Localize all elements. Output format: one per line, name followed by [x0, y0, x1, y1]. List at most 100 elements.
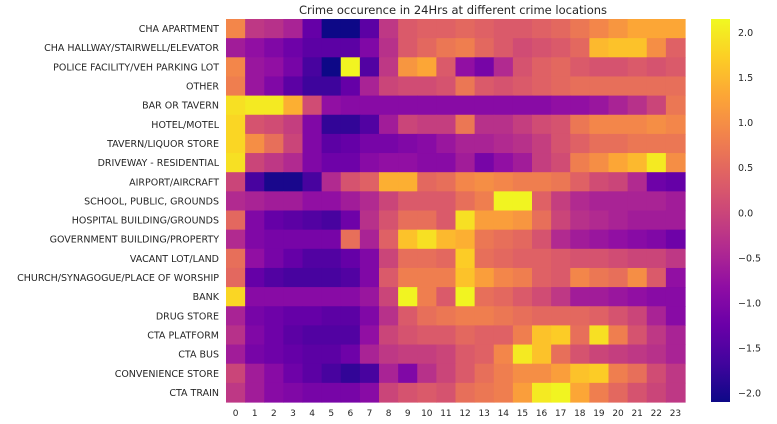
heatmap-cell — [455, 287, 476, 307]
heatmap-cell — [379, 325, 399, 346]
heatmap-cell — [321, 133, 342, 154]
heatmap-cell — [226, 325, 246, 346]
colorbar-tick-label: 0.0 — [738, 208, 753, 219]
heatmap-cell — [379, 114, 399, 135]
heatmap-cell — [245, 229, 265, 250]
heatmap-cell — [589, 325, 610, 346]
x-tick-label: 6 — [347, 409, 353, 419]
heatmap-cell — [493, 229, 514, 250]
chart-title: Crime occurence in 24Hrs at different cr… — [299, 3, 607, 17]
heatmap-cell — [264, 38, 284, 58]
heatmap-cell — [398, 248, 418, 269]
heatmap-cell — [532, 229, 552, 250]
heatmap-cell — [359, 19, 380, 39]
heatmap-cell — [417, 363, 437, 384]
heatmap-cell — [589, 76, 610, 97]
heatmap-cell — [608, 382, 629, 403]
heatmap-cell — [512, 344, 533, 365]
heatmap-cell — [417, 267, 437, 288]
heatmap-cell — [551, 57, 571, 78]
heatmap-cell — [226, 133, 246, 154]
y-tick-label: CHA APARTMENT — [139, 24, 219, 35]
heatmap-cell — [245, 191, 265, 212]
heatmap-cell — [379, 267, 399, 288]
heatmap-cell — [264, 19, 284, 39]
heatmap-cell — [608, 114, 629, 135]
heatmap-cell — [646, 38, 667, 58]
heatmap-cell — [608, 76, 629, 97]
heatmap-cell — [283, 363, 304, 384]
heatmap-cell — [512, 38, 533, 58]
heatmap-cell — [455, 306, 476, 326]
heatmap-cell — [646, 363, 667, 384]
heatmap-cell — [532, 344, 552, 365]
heatmap-cell — [589, 57, 610, 78]
heatmap-cell — [226, 19, 246, 39]
heatmap-cell — [646, 229, 667, 250]
heatmap-cell — [226, 287, 246, 307]
heatmap-cell — [608, 287, 629, 307]
x-tick-label: 4 — [309, 409, 315, 419]
heatmap-cell — [340, 57, 361, 78]
heatmap-cell — [226, 267, 246, 288]
heatmap-cell — [665, 95, 686, 116]
heatmap-cell — [474, 153, 495, 173]
heatmap-cell — [627, 95, 648, 116]
heatmap-cell — [264, 344, 284, 365]
heatmap-cell — [493, 267, 514, 288]
heatmap-cell — [608, 19, 629, 39]
heatmap-cell — [417, 76, 437, 97]
heatmap-cell — [321, 114, 342, 135]
heatmap-cell — [436, 229, 457, 250]
heatmap-cell — [589, 363, 610, 384]
heatmap-cell — [532, 76, 552, 97]
heatmap-cell — [474, 248, 495, 269]
heatmap-cell — [551, 95, 571, 116]
x-tick-label: 7 — [367, 409, 373, 419]
heatmap-cell — [264, 191, 284, 212]
heatmap-cell — [646, 325, 667, 346]
heatmap-cell — [512, 229, 533, 250]
heatmap-cell — [417, 306, 437, 326]
x-tick-label: 8 — [386, 409, 392, 419]
heatmap-cell — [302, 248, 323, 269]
heatmap-cell — [226, 248, 246, 269]
heatmap-cell — [665, 210, 686, 231]
heatmap-cell — [302, 191, 323, 212]
heatmap-cell — [455, 248, 476, 269]
heatmap-cell — [627, 229, 648, 250]
heatmap-cell — [321, 382, 342, 403]
x-tick-label: 21 — [631, 409, 642, 419]
heatmap-cell — [455, 172, 476, 192]
heatmap-cell — [608, 363, 629, 384]
heatmap-cell — [455, 363, 476, 384]
heatmap-cell — [436, 267, 457, 288]
heatmap-cell — [532, 267, 552, 288]
heatmap-cell — [398, 287, 418, 307]
heatmap-cell — [264, 57, 284, 78]
heatmap-cell — [532, 382, 552, 403]
heatmap-cell — [340, 153, 361, 173]
heatmap-cell — [340, 76, 361, 97]
heatmap-cell — [627, 133, 648, 154]
heatmap-cell — [340, 382, 361, 403]
heatmap-cell — [532, 325, 552, 346]
colorbar: 2.0 1.5 1.0 0.5 0.0 −0.5 −1.0 −1.5 −2.0 — [711, 19, 761, 402]
heatmap-cell — [532, 248, 552, 269]
heatmap-cell — [512, 248, 533, 269]
heatmap-cell — [665, 19, 686, 39]
heatmap-cell — [532, 306, 552, 326]
heatmap-cell — [646, 344, 667, 365]
y-tick-label: GOVERNMENT BUILDING/PROPERTY — [50, 235, 220, 246]
heatmap-cell — [474, 287, 495, 307]
heatmap-cell — [493, 344, 514, 365]
heatmap-cell — [417, 191, 437, 212]
heatmap-cell — [226, 344, 246, 365]
heatmap-cell — [570, 306, 590, 326]
heatmap-cell — [379, 153, 399, 173]
heatmap-cell — [245, 306, 265, 326]
heatmap-cell — [570, 133, 590, 154]
heatmap-cell — [551, 153, 571, 173]
heatmap-cell — [283, 76, 304, 97]
heatmap-cell — [245, 95, 265, 116]
